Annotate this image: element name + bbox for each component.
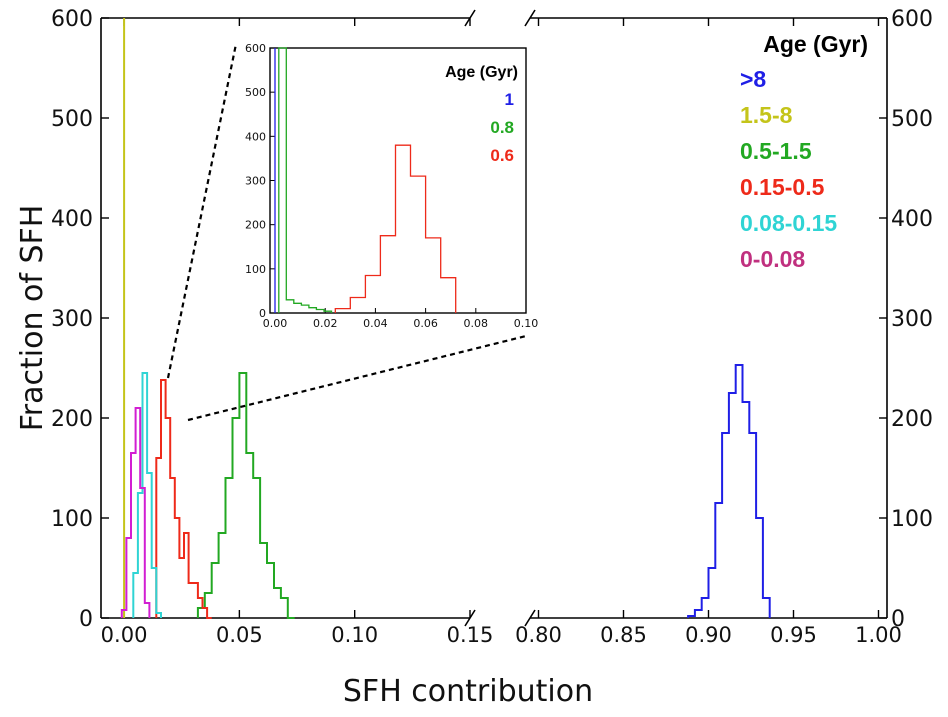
- left-x-tick-label-3: 0.15: [447, 623, 494, 647]
- y-tick-label-left-4: 400: [51, 207, 93, 232]
- y-tick-label-left-6: 600: [51, 7, 93, 32]
- inset-x-tick-label-4: 0.08: [464, 317, 489, 330]
- histogram-series: [120, 18, 771, 619]
- y-tick-label-left-3: 300: [51, 307, 93, 332]
- inset-connector-lower: [187, 334, 527, 422]
- inset-legend: 1 0.8 0.6: [490, 90, 514, 165]
- y-tick-label-right-5: 500: [891, 107, 933, 132]
- legend-entry-4: 0.08-0.15: [740, 210, 837, 236]
- left-x-tick-label-2: 0.10: [331, 623, 378, 647]
- y-tick-label-right-4: 400: [891, 207, 933, 232]
- inset-legend-entry-0: 1: [505, 90, 514, 109]
- break-mark-top-right: [524, 9, 536, 27]
- inset-legend-entry-1: 0.8: [490, 118, 514, 137]
- legend-title: Age (Gyr): [763, 31, 868, 57]
- y-tick-label-right-2: 200: [891, 407, 933, 432]
- series-2-histogram: [196, 372, 295, 619]
- legend-entry-1: 1.5-8: [740, 102, 793, 128]
- y-tick-label-right-1: 100: [891, 507, 933, 532]
- inset-x-tick-label-3: 0.06: [413, 317, 438, 330]
- y-tick-label-left-0: 0: [79, 607, 93, 632]
- x-axis-label: SFH contribution: [343, 674, 593, 709]
- inset-x-tick-label-2: 0.04: [363, 317, 388, 330]
- inset-y-tick-label-6: 600: [245, 42, 266, 55]
- left-x-tick-label-0: 0.00: [101, 623, 148, 647]
- y-tick-label-right-0: 0: [891, 607, 905, 632]
- inset-series-2-histogram: [334, 144, 457, 313]
- x-axis-ticks: 0.00 0.05 0.10 0.15 0.80 0.85 0.90 0.95 1.00: [101, 18, 902, 647]
- legend-entry-2: 0.5-1.5: [740, 138, 812, 164]
- y-tick-label-left-1: 100: [51, 507, 93, 532]
- inset-y-tick-label-0: 0: [259, 307, 266, 320]
- inset-frame: [269, 47, 527, 314]
- inset-series-1-histogram: [278, 47, 333, 313]
- inset-histogram-series: [274, 47, 457, 313]
- inset-y-tick-label-3: 300: [245, 175, 266, 188]
- y-tick-label-right-6: 600: [891, 7, 933, 32]
- inset-x-tick-label-0: 0.00: [263, 317, 288, 330]
- left-y-axis-ticks: 0 100 200 300 400 500 600: [51, 7, 109, 632]
- inset-y-tick-label-1: 100: [245, 263, 266, 276]
- inset-legend-entry-2: 0.6: [490, 146, 514, 165]
- break-mark-bottom-right: [524, 609, 536, 627]
- right-x-tick-label-3: 0.95: [770, 623, 817, 647]
- series-4-histogram: [132, 372, 162, 618]
- inset-x-tick-label-1: 0.02: [313, 317, 338, 330]
- legend-entry-3: 0.15-0.5: [740, 174, 825, 200]
- right-x-tick-label-2: 0.90: [685, 623, 732, 647]
- inset-connector-lines: [166, 43, 527, 422]
- legend-entry-0: >8: [740, 66, 766, 92]
- right-x-tick-label-4: 1.00: [855, 623, 902, 647]
- inset-y-tick-label-2: 200: [245, 219, 266, 232]
- right-panel-frame: [530, 17, 888, 619]
- left-x-tick-label-1: 0.05: [216, 623, 263, 647]
- inset-legend-title: Age (Gyr): [445, 64, 518, 81]
- inset-y-tick-label-4: 400: [245, 130, 266, 143]
- series-3-histogram: [155, 379, 212, 619]
- series-0-histogram: [687, 364, 771, 618]
- inset-x-tick-label-5: 0.10: [514, 317, 539, 330]
- right-x-tick-label-0: 0.80: [515, 623, 562, 647]
- inset-y-tick-label-5: 500: [245, 86, 266, 99]
- right-y-axis-ticks: 0 100 200 300 400 500 600: [879, 7, 933, 632]
- y-tick-label-left-5: 500: [51, 107, 93, 132]
- legend-entry-5: 0-0.08: [740, 246, 805, 272]
- legend: >8 1.5-8 0.5-1.5 0.15-0.5 0.08-0.15 0-0.08: [740, 66, 837, 272]
- y-axis-label: Fraction of SFH: [15, 205, 50, 432]
- zoom-inset: 0 100 200 300 400 500 600 0.00 0.02 0.04 0.06 0.08 0…: [245, 42, 538, 330]
- inset-connector-upper: [166, 43, 238, 379]
- y-tick-label-right-3: 300: [891, 307, 933, 332]
- y-tick-label-left-2: 200: [51, 407, 93, 432]
- inset-axis-ticks: 0 100 200 300 400 500 600 0.00 0.02 0.04 0.06 0.08 0…: [245, 42, 538, 330]
- series-5-histogram: [120, 407, 151, 618]
- right-x-tick-label-1: 0.85: [600, 623, 647, 647]
